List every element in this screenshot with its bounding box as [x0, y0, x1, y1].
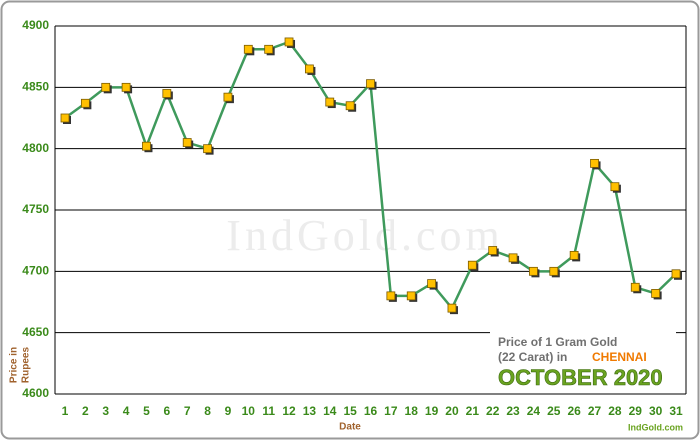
caption-city: CHENNAI [592, 350, 647, 364]
x-tick-label: 24 [527, 404, 541, 418]
x-tick-label: 1 [62, 404, 69, 418]
point [508, 253, 518, 263]
x-tick-label: 14 [323, 404, 337, 418]
point [203, 144, 212, 154]
y-axis-label: Rupees [21, 347, 32, 384]
point [325, 97, 335, 107]
caption-box [490, 330, 676, 390]
point [467, 260, 477, 270]
x-tick-label: 31 [669, 404, 683, 418]
caption-line: (22 Carat) in [498, 350, 567, 364]
x-tick-label: 11 [262, 404, 275, 418]
x-tick-label: 29 [629, 404, 643, 418]
point [80, 98, 90, 108]
point [488, 246, 498, 255]
x-tick-label: 3 [102, 404, 109, 418]
x-tick-label: 9 [225, 404, 232, 418]
caption-period: OCTOBER 2020 [498, 365, 663, 390]
caption-line: Price of 1 Gram Gold [498, 335, 617, 349]
point [142, 141, 151, 151]
y-tick-label: 4750 [22, 202, 49, 216]
x-tick-label: 23 [506, 404, 520, 418]
x-tick-label: 8 [204, 404, 211, 418]
x-tick-label: 4 [123, 404, 130, 418]
x-tick-label: 19 [425, 404, 439, 418]
x-tick-label: 7 [184, 404, 191, 418]
point [121, 82, 131, 92]
x-tick-label: 27 [588, 404, 602, 418]
point [345, 101, 355, 111]
x-tick-label: 28 [608, 404, 622, 418]
point [223, 92, 233, 102]
point [427, 279, 437, 289]
y-tick-label: 4900 [22, 18, 49, 32]
x-tick-label: 21 [466, 404, 480, 418]
point [243, 44, 253, 54]
point [549, 266, 559, 276]
x-tick-label: 2 [82, 404, 89, 418]
point [304, 64, 314, 74]
point [162, 89, 172, 98]
y-tick-label: 4600 [22, 386, 49, 400]
point [366, 79, 375, 89]
credit: IndGold.com [628, 422, 683, 432]
x-tick-label: 16 [364, 404, 378, 418]
x-tick-label: 13 [303, 404, 317, 418]
y-tick-label: 4700 [22, 264, 49, 278]
x-tick-label: 20 [445, 404, 459, 418]
y-tick-label: 4850 [22, 80, 49, 94]
point [386, 291, 396, 301]
point [264, 44, 274, 54]
watermark: IndGold.com [226, 211, 503, 260]
point [406, 291, 416, 301]
point [610, 182, 620, 192]
point [182, 138, 192, 147]
point [651, 289, 661, 298]
x-tick-label: 12 [282, 404, 296, 418]
x-tick-label: 10 [242, 404, 256, 418]
x-tick-label: 6 [163, 404, 170, 418]
point [447, 303, 457, 313]
point [60, 113, 70, 123]
point [630, 282, 640, 292]
x-tick-label: 15 [343, 404, 357, 418]
x-tick-label: 30 [649, 404, 663, 418]
x-tick-label: 22 [486, 404, 500, 418]
x-tick-label: 18 [405, 404, 419, 418]
x-tick-label: 5 [143, 404, 150, 418]
x-tick-label: 26 [567, 404, 581, 418]
x-axis-label: Date [339, 422, 361, 433]
point [590, 158, 599, 168]
y-tick-label: 4650 [22, 325, 49, 339]
point [101, 82, 111, 92]
y-axis-label: Price in [9, 347, 20, 383]
point [569, 250, 579, 260]
point [671, 269, 681, 279]
y-tick-label: 4800 [22, 141, 49, 155]
x-tick-label: 25 [547, 404, 561, 418]
point [284, 37, 294, 47]
x-tick-label: 17 [384, 404, 398, 418]
point [529, 266, 538, 276]
